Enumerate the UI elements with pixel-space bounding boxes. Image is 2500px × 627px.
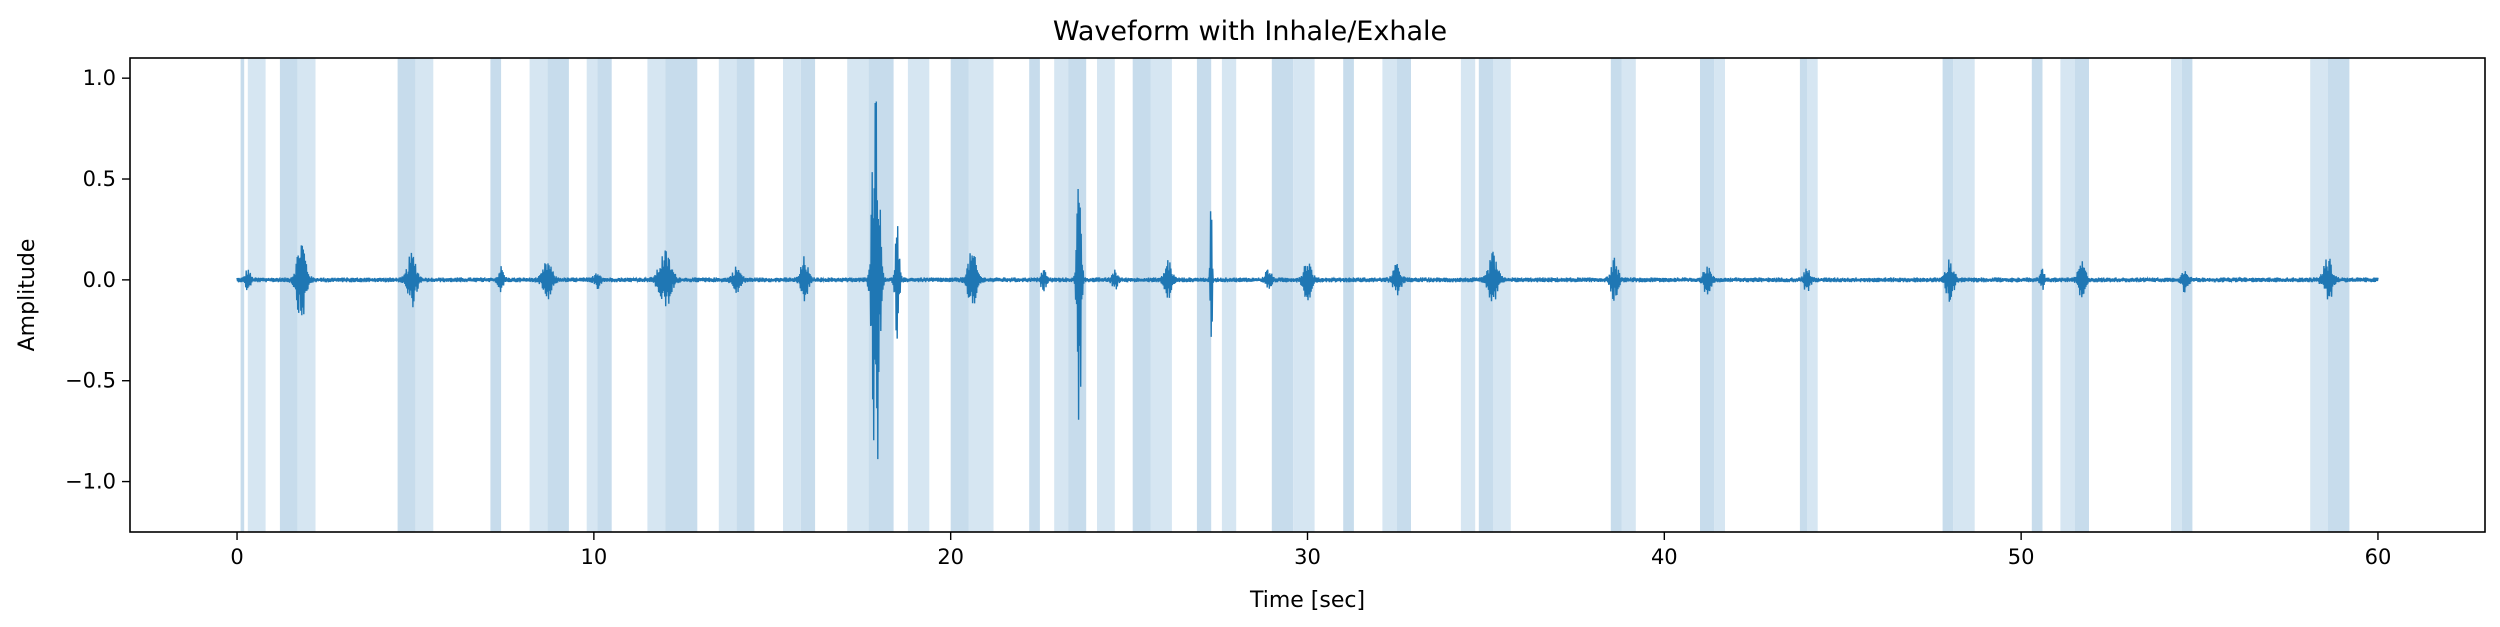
breath-band (718, 58, 737, 532)
y-tick-label: 0.5 (83, 167, 116, 191)
breath-band (1054, 58, 1069, 532)
y-axis-ticks: −1.0 −0.5 0.0 0.5 1.0 (65, 66, 130, 494)
breath-band (1293, 58, 1315, 532)
breath-band (597, 58, 612, 532)
breath-band (1196, 58, 1212, 532)
breath-band (279, 58, 298, 532)
breath-band (1714, 58, 1725, 532)
x-tick-label: 10 (580, 545, 607, 569)
breath-band (2328, 58, 2350, 532)
waveform-line (236, 101, 2379, 460)
x-tick-label: 50 (2008, 545, 2035, 569)
breath-band (783, 58, 801, 532)
breath-band (1460, 58, 1476, 532)
inhale-exhale-bands (240, 58, 2350, 532)
breath-band (529, 58, 548, 532)
breath-band (800, 58, 816, 532)
y-tick-label: 0.0 (83, 268, 116, 292)
breath-band (1807, 58, 1818, 532)
breath-band (240, 58, 245, 532)
breath-band (1621, 58, 1636, 532)
breath-band (1396, 58, 1411, 532)
breath-band (1953, 58, 1975, 532)
breath-band (1029, 58, 1040, 532)
chart-title: Waveform with Inhale/Exhale (1053, 16, 1447, 47)
waveform-series (236, 101, 2379, 460)
breath-band (1221, 58, 1237, 532)
x-tick-label: 20 (937, 545, 964, 569)
y-axis-title: Amplitude (15, 239, 40, 352)
x-tick-label: 60 (2365, 545, 2392, 569)
y-tick-label: −0.5 (65, 369, 116, 393)
breath-band (950, 58, 969, 532)
x-axis-title: Time [sec] (1249, 588, 1365, 613)
breath-band (1700, 58, 1715, 532)
breath-band (2031, 58, 2043, 532)
breath-band (847, 58, 869, 532)
x-axis-ticks: 0 10 20 30 40 50 60 (230, 532, 2391, 569)
x-tick-label: 40 (1651, 545, 1678, 569)
breath-band (247, 58, 266, 532)
breath-band (586, 58, 598, 532)
breath-band (2060, 58, 2075, 532)
x-tick-label: 0 (230, 545, 243, 569)
breath-band (665, 58, 698, 532)
breath-band (1097, 58, 1115, 532)
breath-band (415, 58, 434, 532)
breath-band (1343, 58, 1354, 532)
breath-band (1382, 58, 1397, 532)
breath-band (1150, 58, 1172, 532)
y-tick-label: 1.0 (83, 66, 116, 90)
breath-band (1271, 58, 1294, 532)
breath-band (2310, 58, 2328, 532)
breath-band (490, 58, 502, 532)
y-tick-label: −1.0 (65, 470, 116, 494)
breath-band (547, 58, 569, 532)
breath-band (647, 58, 666, 532)
breath-band (1799, 58, 1807, 532)
breath-band (297, 58, 316, 532)
breath-band (2181, 58, 2193, 532)
breath-band (1493, 58, 1511, 532)
x-tick-label: 30 (1294, 545, 1321, 569)
breath-band (397, 58, 416, 532)
breath-band (907, 58, 930, 532)
breath-band (1942, 58, 1954, 532)
breath-band (2171, 58, 2182, 532)
breath-band (1132, 58, 1151, 532)
breath-band (1478, 58, 1494, 532)
breath-band (736, 58, 755, 532)
